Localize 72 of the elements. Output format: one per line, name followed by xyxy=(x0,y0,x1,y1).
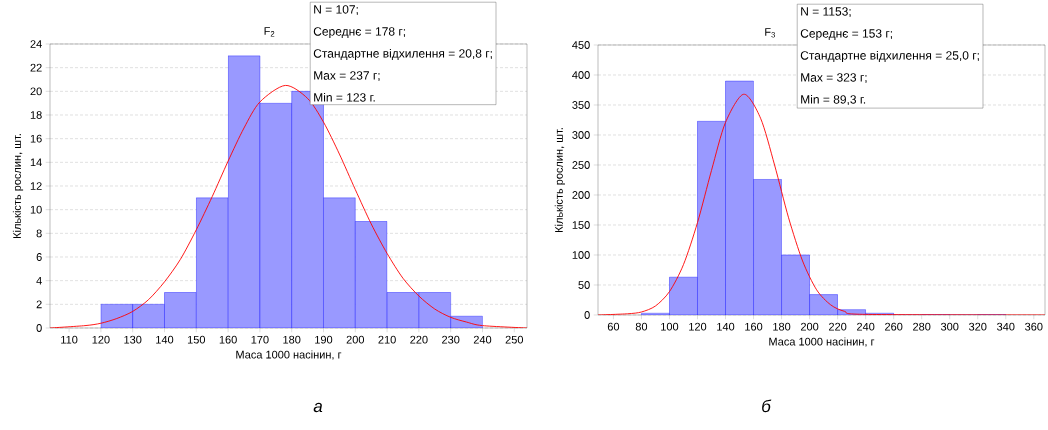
x-tick-label: 150 xyxy=(187,335,206,344)
text: N = 107; xyxy=(314,5,358,16)
y-tick-label: 16 xyxy=(30,134,42,143)
text: N = 1153; xyxy=(801,7,851,18)
x-tick-label: 160 xyxy=(745,322,763,331)
annotation: Max = 237 г; xyxy=(314,71,380,82)
text: Середнє = 153 г; xyxy=(800,29,893,41)
y-tick-label: 10 xyxy=(30,205,42,214)
y-tick-label: 14 xyxy=(30,158,42,167)
x-tick-label: 320 xyxy=(968,322,987,331)
y-tick-label: 250 xyxy=(572,161,590,169)
x-tick-label: 240 xyxy=(857,322,875,331)
x-tick-label: 220 xyxy=(410,335,428,344)
text: Середнє = 178 г; xyxy=(313,27,406,39)
x-tick-label: 130 xyxy=(124,335,142,344)
x-tick-label: 230 xyxy=(442,335,460,344)
x-tick-label: 210 xyxy=(378,335,396,344)
x-axis-title: Маса 1000 насінин, г xyxy=(236,350,342,360)
y-axis-title: Кількість рослин, шт. xyxy=(12,134,24,238)
y-tick-label: 24 xyxy=(30,40,42,48)
x-tick-label: 260 xyxy=(885,322,903,331)
y-tick-label: 400 xyxy=(572,71,590,79)
x-tick-label: 120 xyxy=(92,335,110,344)
y-axis-title: Кількість рослин, шт. xyxy=(554,128,565,232)
chart-title: F$_{2}$ xyxy=(264,27,275,37)
x-tick-label: 110 xyxy=(61,335,78,344)
y-tick-label: 2 xyxy=(36,300,42,309)
y-tick-label: 450 xyxy=(572,41,590,49)
y-tick-label: 12 xyxy=(30,182,42,190)
annotation: Min = 123 г. xyxy=(314,92,375,102)
x-tick-label: 140 xyxy=(717,322,735,331)
x-tick-label: 190 xyxy=(315,335,333,344)
y-tick-label: 300 xyxy=(572,131,590,139)
x-tick-label: 340 xyxy=(997,322,1015,331)
x-tick-label: 300 xyxy=(940,322,959,331)
text: б xyxy=(762,399,772,413)
y-tick-label: 0 xyxy=(36,324,42,332)
x-tick-label: 80 xyxy=(635,322,648,331)
y-tick-label: 50 xyxy=(578,281,590,289)
annotation: Стандартне відхилення = 25,0 г; xyxy=(800,50,979,63)
chart-title: F$_{3}$ xyxy=(765,28,775,38)
x-tick-label: 160 xyxy=(219,335,237,344)
x-tick-label: 240 xyxy=(473,335,492,344)
x-tick-label: 60 xyxy=(607,322,620,331)
y-tick-label: 8 xyxy=(36,229,42,238)
x-tick-label: 100 xyxy=(661,322,679,331)
x-tick-label: 280 xyxy=(913,322,931,331)
y-tick-label: 22 xyxy=(30,63,42,72)
x-tick-label: 220 xyxy=(828,322,847,331)
x-tick-label: 200 xyxy=(800,322,819,331)
y-tick-label: 0 xyxy=(584,311,590,319)
text: а xyxy=(313,402,323,413)
annotation: Max = 323 г; xyxy=(801,73,867,84)
x-tick-label: 200 xyxy=(346,335,365,344)
y-tick-label: 200 xyxy=(572,191,590,199)
y-tick-label: 100 xyxy=(572,251,590,259)
y-tick-label: 18 xyxy=(30,111,42,119)
x-tick-label: 250 xyxy=(505,335,524,344)
y-tick-label: 20 xyxy=(30,87,42,96)
x-tick-label: 180 xyxy=(773,322,791,331)
x-tick-label: 120 xyxy=(689,322,707,331)
y-tick-label: 350 xyxy=(572,101,590,109)
x-tick-label: 180 xyxy=(283,335,301,344)
annotation: Min = 89,3 г. xyxy=(801,94,866,106)
y-tick-label: 6 xyxy=(36,253,42,261)
x-axis-title: Маса 1000 насінин, г xyxy=(769,337,875,347)
y-tick-label: 150 xyxy=(572,221,590,229)
x-tick-label: 140 xyxy=(156,335,174,344)
y-tick-label: 4 xyxy=(36,276,42,285)
annotation: Стандартне відхилення = 20,8 г; xyxy=(313,48,492,61)
x-tick-label: 360 xyxy=(1025,322,1043,331)
x-tick-label: 170 xyxy=(251,335,269,344)
